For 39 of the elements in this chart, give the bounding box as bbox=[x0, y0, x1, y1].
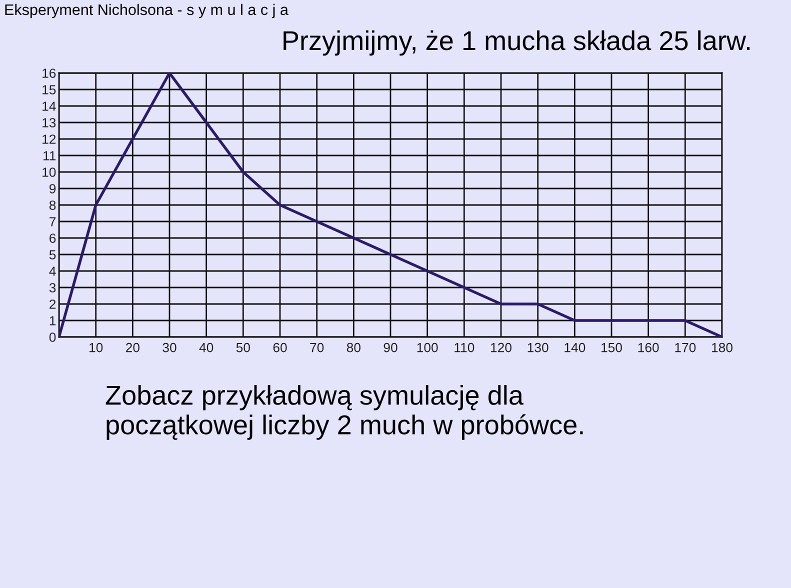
x-tick-label: 120 bbox=[491, 342, 512, 352]
x-tick-label: 180 bbox=[712, 342, 732, 352]
y-tick-label: 4 bbox=[49, 266, 56, 276]
chart-subtitle: Przyjmijmy, że 1 mucha składa 25 larw. bbox=[284, 30, 750, 56]
y-tick-label: 9 bbox=[50, 184, 56, 194]
x-tick-label: 110 bbox=[454, 342, 474, 352]
x-tick-label: 130 bbox=[528, 342, 548, 352]
y-tick-label: 7 bbox=[50, 217, 56, 226]
x-tick-label: 160 bbox=[638, 342, 659, 352]
x-tick-label: 170 bbox=[675, 342, 696, 352]
x-tick-label: 50 bbox=[236, 342, 250, 352]
y-tick-label: 11 bbox=[44, 151, 56, 160]
x-tick-label: 10 bbox=[90, 342, 103, 352]
y-tick-label: 1 bbox=[50, 316, 56, 326]
y-tick-label: 6 bbox=[50, 234, 56, 243]
y-tick-label: 8 bbox=[49, 200, 56, 210]
x-tick-label: 150 bbox=[602, 342, 622, 352]
chart-title: Eksperyment Nicholsona - s y m u l a c j a bbox=[5, 4, 288, 18]
y-tick-label: 5 bbox=[49, 250, 56, 260]
text: Zobacz przykładową symulację dla początkowej liczby 2 much w probówce. bbox=[106, 385, 583, 440]
line-series bbox=[59, 73, 722, 337]
y-tick-label: 2 bbox=[50, 300, 56, 309]
y-tick-label: 3 bbox=[49, 283, 56, 292]
x-tick-label: 40 bbox=[199, 342, 214, 352]
y-tick-label: 10 bbox=[42, 168, 56, 177]
y-tick-label: 14 bbox=[42, 102, 56, 111]
x-tick-label: 90 bbox=[384, 342, 398, 352]
y-tick-label: 15 bbox=[42, 85, 56, 94]
x-tick-label: 140 bbox=[564, 342, 586, 352]
x-tick-label: 60 bbox=[273, 342, 287, 352]
y-tick-label: 0 bbox=[49, 332, 56, 342]
y-tick-label: 13 bbox=[42, 118, 56, 128]
y-tick-label: 12 bbox=[42, 134, 56, 144]
x-tick-label: 100 bbox=[417, 342, 438, 352]
x-tick-label: 20 bbox=[126, 342, 140, 352]
y-tick-label: 16 bbox=[42, 68, 56, 78]
x-tick-label: 80 bbox=[346, 342, 360, 352]
x-tick-label: 70 bbox=[310, 342, 324, 352]
x-tick-label: 30 bbox=[162, 342, 176, 352]
